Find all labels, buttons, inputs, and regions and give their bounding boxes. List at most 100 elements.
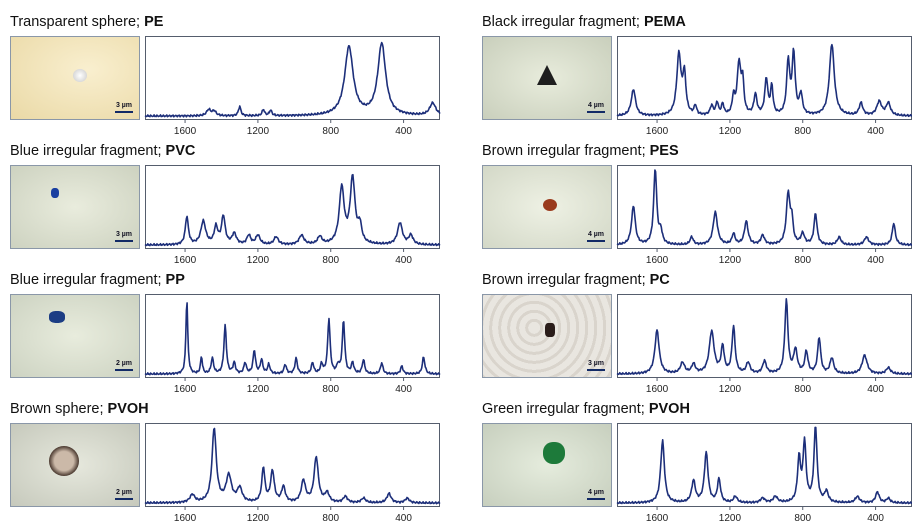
x-tick-label: 1200 [247,513,270,524]
panel-title: Blue irregular fragment; PVC [10,143,195,159]
x-tick-label: 1600 [646,513,669,524]
x-tick-label: 1200 [719,126,742,137]
plot-frame [145,165,440,249]
x-tick-label: 800 [794,384,811,395]
spectrum-line [616,298,912,376]
x-tick-label: 800 [322,513,339,524]
raman-spectrum: 1600 1200 800 400 [144,294,441,395]
spectrum-panel: Black irregular fragment; PEMA 4 µm 1600 12… [482,14,912,139]
particle-description: Blue irregular fragment; [10,272,166,288]
micrograph-image: 3 µm [482,294,612,378]
plot-frame [617,165,912,249]
scale-line [587,240,605,242]
x-tick-label: 1200 [247,255,270,266]
scale-label: 3 µm [587,360,605,367]
x-tick-label: 800 [322,126,339,137]
polymer-label: PVOH [648,401,690,417]
x-tick-label: 1200 [719,384,742,395]
spectrum-line [144,427,441,505]
particle-description: Black irregular fragment; [482,14,644,30]
x-tick-label: 400 [395,513,412,524]
polymer-label: PC [649,272,670,288]
scale-label: 4 µm [587,489,605,496]
panel-title: Green irregular fragment; PVOH [482,401,690,417]
scale-bar: 4 µm [587,489,605,500]
x-tick-label: 400 [395,126,412,137]
particle-description: Green irregular fragment; [482,401,649,417]
plot-frame [145,423,440,507]
raman-spectrum: 1600 1200 800 400 [144,165,441,266]
polymer-label: PES [649,143,679,159]
scale-bar: 3 µm [587,360,605,371]
scale-line [115,498,133,500]
scale-label: 2 µm [115,360,133,367]
micrograph-image: 2 µm [10,294,140,378]
particle-description: Brown sphere; [10,401,108,417]
scale-label: 4 µm [587,231,605,238]
spectrum-line [144,173,441,247]
scale-line [587,369,605,371]
x-tick-label: 400 [867,255,884,266]
x-tick-label: 1200 [719,513,742,524]
scale-line [115,369,133,371]
particle [537,65,557,85]
x-tick-label: 400 [395,255,412,266]
x-tick-label: 1600 [646,126,669,137]
polymer-label: PP [165,272,185,288]
x-tick-label: 800 [794,126,811,137]
raman-spectrum: 1600 1200 800 400 [616,36,912,137]
panel-title: Transparent sphere; PE [10,14,163,30]
particle-description: Transparent sphere; [10,14,145,30]
plot-frame [617,423,912,507]
spectrum-line [144,41,441,118]
particle [49,446,79,476]
polymer-label: PVC [165,143,196,159]
panel-title: Black irregular fragment; PEMA [482,14,686,30]
spectrum-panel: Green irregular fragment; PVOH 4 µm 1600 12… [482,401,912,526]
particle-description: Blue irregular fragment; [10,143,166,159]
x-tick-label: 1600 [646,384,669,395]
panel-title: Brown sphere; PVOH [10,401,149,417]
micrograph-image: 4 µm [482,423,612,507]
spectrum-panel: Blue irregular fragment; PP 2 µm 1600 1200 8… [10,272,450,397]
scale-line [587,111,605,113]
polymer-label: PE [144,14,164,30]
spectrum-panel: Brown sphere; PVOH 2 µm 1600 1200 800 400 [10,401,450,526]
scale-label: 3 µm [115,231,133,238]
x-tick-label: 1200 [247,126,270,137]
scale-bar: 2 µm [115,360,133,371]
raman-spectrum: 1600 1200 800 400 [616,423,912,524]
x-tick-label: 800 [322,384,339,395]
scale-bar: 3 µm [115,231,133,242]
particle [543,442,565,464]
x-tick-label: 400 [395,384,412,395]
x-tick-label: 1200 [719,255,742,266]
particle-description: Brown irregular fragment; [482,143,650,159]
raman-spectrum: 1600 1200 800 400 [616,294,912,395]
scale-label: 2 µm [115,489,133,496]
micrograph-image: 2 µm [10,423,140,507]
spectrum-line [144,302,441,376]
raman-spectrum: 1600 1200 800 400 [144,36,441,137]
scale-bar: 4 µm [587,231,605,242]
x-tick-label: 400 [867,384,884,395]
spectrum-line [616,169,912,247]
scale-label: 3 µm [115,102,133,109]
plot-frame [145,294,440,378]
panel-title: Brown irregular fragment; PES [482,143,679,159]
spectrum-panel: Brown irregular fragment; PES 4 µm 1600 120… [482,143,912,268]
x-tick-label: 1600 [174,255,197,266]
x-tick-label: 800 [794,255,811,266]
x-tick-label: 800 [322,255,339,266]
x-tick-label: 1600 [174,384,197,395]
scale-line [115,111,133,113]
particle-description: Brown irregular fragment; [482,272,650,288]
particle [543,199,557,211]
scale-line [587,498,605,500]
particle [73,69,87,82]
particle [545,323,555,337]
x-tick-label: 1600 [174,126,197,137]
scale-line [115,240,133,242]
micrograph-image: 4 µm [482,165,612,249]
spectrum-panel: Brown irregular fragment; PC 3 µm 1600 1200… [482,272,912,397]
